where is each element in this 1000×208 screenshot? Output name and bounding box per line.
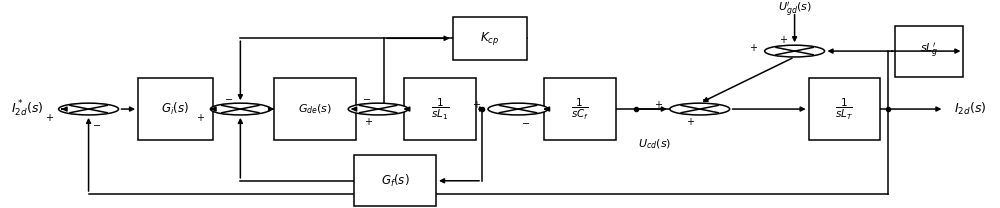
Text: +: + xyxy=(364,117,372,128)
Text: $-$: $-$ xyxy=(521,117,531,128)
Text: $U_{cd}(s)$: $U_{cd}(s)$ xyxy=(638,138,671,151)
Text: $\dfrac{1}{sL_1}$: $\dfrac{1}{sL_1}$ xyxy=(431,97,449,122)
FancyBboxPatch shape xyxy=(809,78,880,140)
Text: +: + xyxy=(196,113,204,123)
Text: $\dfrac{1}{sL_T}$: $\dfrac{1}{sL_T}$ xyxy=(835,97,854,122)
Text: +: + xyxy=(686,117,694,128)
Text: +: + xyxy=(779,35,787,45)
Circle shape xyxy=(210,103,270,115)
FancyBboxPatch shape xyxy=(354,155,436,206)
Text: $-$: $-$ xyxy=(362,93,371,103)
Circle shape xyxy=(488,103,548,115)
Text: $U_{gd}'(s)$: $U_{gd}'(s)$ xyxy=(778,0,812,19)
FancyBboxPatch shape xyxy=(404,78,476,140)
Text: $G_i(s)$: $G_i(s)$ xyxy=(161,101,189,117)
Text: $-$: $-$ xyxy=(701,93,710,103)
Text: $\dfrac{1}{sC_f}$: $\dfrac{1}{sC_f}$ xyxy=(571,97,589,122)
Text: $G_{de}(s)$: $G_{de}(s)$ xyxy=(298,102,332,116)
Text: +: + xyxy=(749,43,757,53)
Circle shape xyxy=(765,45,825,57)
Text: $-$: $-$ xyxy=(92,119,101,129)
FancyBboxPatch shape xyxy=(895,26,963,77)
Text: +: + xyxy=(654,100,662,110)
FancyBboxPatch shape xyxy=(453,17,527,60)
Text: $G_f(s)$: $G_f(s)$ xyxy=(381,173,409,189)
FancyBboxPatch shape xyxy=(138,78,213,140)
Text: $K_{cp}$: $K_{cp}$ xyxy=(480,30,500,47)
Text: +: + xyxy=(45,113,53,123)
Text: $sL_g'$: $sL_g'$ xyxy=(920,42,939,60)
Text: $I_{2d}(s)$: $I_{2d}(s)$ xyxy=(954,101,987,117)
FancyBboxPatch shape xyxy=(274,78,356,140)
Text: $-$: $-$ xyxy=(224,93,233,103)
Circle shape xyxy=(670,103,730,115)
Text: +: + xyxy=(472,100,480,110)
FancyBboxPatch shape xyxy=(544,78,616,140)
Text: $I_{2d}^*(s)$: $I_{2d}^*(s)$ xyxy=(11,99,43,119)
Circle shape xyxy=(348,103,408,115)
Circle shape xyxy=(59,103,119,115)
